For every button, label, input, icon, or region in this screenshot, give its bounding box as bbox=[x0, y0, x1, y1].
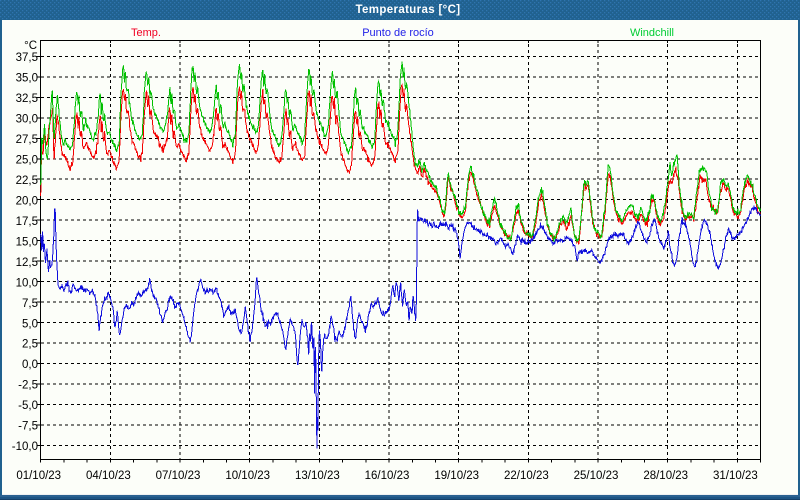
svg-text:12,5: 12,5 bbox=[16, 257, 38, 269]
svg-text:25/10/23: 25/10/23 bbox=[574, 470, 619, 482]
svg-text:04/10/23: 04/10/23 bbox=[86, 470, 131, 482]
svg-text:37,5: 37,5 bbox=[16, 52, 38, 64]
svg-text:-5,0: -5,0 bbox=[18, 400, 38, 412]
svg-text:7,5: 7,5 bbox=[22, 298, 38, 310]
svg-text:-10,0: -10,0 bbox=[12, 441, 38, 453]
svg-text:35,0: 35,0 bbox=[16, 73, 38, 85]
svg-text:25,0: 25,0 bbox=[16, 155, 38, 167]
svg-text:16/10/23: 16/10/23 bbox=[365, 470, 410, 482]
svg-text:22/10/23: 22/10/23 bbox=[504, 470, 549, 482]
svg-text:°C: °C bbox=[24, 40, 37, 52]
svg-text:17,5: 17,5 bbox=[16, 216, 38, 228]
svg-text:-7,5: -7,5 bbox=[18, 421, 38, 433]
svg-text:0,0: 0,0 bbox=[22, 359, 38, 371]
svg-text:10/10/23: 10/10/23 bbox=[225, 470, 270, 482]
svg-text:32,5: 32,5 bbox=[16, 93, 38, 105]
svg-text:13/10/23: 13/10/23 bbox=[295, 470, 340, 482]
svg-text:5,0: 5,0 bbox=[22, 318, 38, 330]
svg-text:28/10/23: 28/10/23 bbox=[643, 470, 688, 482]
svg-text:10,0: 10,0 bbox=[16, 277, 38, 289]
svg-text:19/10/23: 19/10/23 bbox=[434, 470, 479, 482]
svg-text:31/10/23: 31/10/23 bbox=[713, 470, 758, 482]
svg-text:-2,5: -2,5 bbox=[18, 380, 38, 392]
svg-text:15,0: 15,0 bbox=[16, 236, 38, 248]
svg-text:22,5: 22,5 bbox=[16, 175, 38, 187]
svg-text:07/10/23: 07/10/23 bbox=[156, 470, 201, 482]
svg-text:27,5: 27,5 bbox=[16, 134, 38, 146]
svg-text:2,5: 2,5 bbox=[22, 339, 38, 351]
svg-text:30,0: 30,0 bbox=[16, 114, 38, 126]
svg-text:20,0: 20,0 bbox=[16, 195, 38, 207]
svg-text:01/10/23: 01/10/23 bbox=[16, 470, 61, 482]
